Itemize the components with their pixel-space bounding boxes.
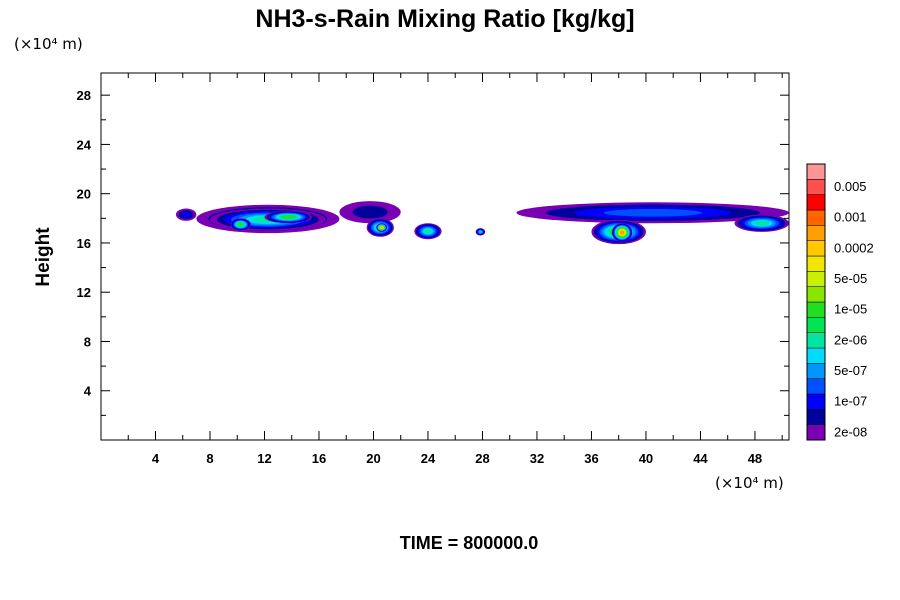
x-tick-label: 28 <box>475 451 489 466</box>
colorbar-swatch <box>806 317 826 333</box>
colorbar-swatch <box>806 240 826 257</box>
colorbar-label: 5e-07 <box>834 363 867 378</box>
colorbar-swatch <box>806 163 826 180</box>
x-axis-ticks: 4 8 12 16 20 24 28 32 36 40 44 48 <box>127 73 783 466</box>
x-unit-label: (×10⁴ m) <box>715 474 784 492</box>
contour-region-8-level-2 <box>181 211 191 218</box>
colorbar: 2e-08 1e-07 5e-07 2e-06 1e-05 5e-05 0.0002 0.00… <box>806 163 874 441</box>
contour-region-4-level-1 <box>352 205 388 219</box>
y-tick-label: 12 <box>77 285 91 300</box>
y-tick-label: 4 <box>84 384 92 399</box>
colorbar-swatch <box>806 409 826 425</box>
x-tick-label: 32 <box>530 451 544 466</box>
y-tick-label: 8 <box>84 334 91 349</box>
colorbar-label: 2e-08 <box>834 424 867 439</box>
colorbar-swatch <box>806 271 826 287</box>
y-unit-label: (×10⁴ m) <box>14 35 83 53</box>
y-tick-label: 24 <box>77 137 92 152</box>
colorbar-swatch <box>806 378 826 395</box>
contour-region-13-level-6 <box>754 220 770 226</box>
colorbar-swatch <box>806 194 826 211</box>
colorbar-label: 1e-07 <box>834 394 867 409</box>
x-tick-label: 12 <box>257 451 271 466</box>
colorbar-swatch <box>806 179 826 195</box>
x-tick-label: 20 <box>366 451 380 466</box>
colorbar-label: 2e-06 <box>834 332 867 347</box>
x-tick-label: 4 <box>152 451 160 466</box>
contour-region-3-level-8 <box>282 215 295 219</box>
contour-region-9-level-5 <box>479 230 482 233</box>
x-tick-label: 44 <box>693 451 708 466</box>
colorbar-swatch <box>806 301 826 318</box>
contour-region-12-level-13 <box>619 230 625 235</box>
colorbar-swatch <box>806 225 826 241</box>
contour-region-7-level-6 <box>424 229 432 234</box>
colorbar-label: 0.0002 <box>834 240 874 255</box>
contour-region-2-level-8 <box>238 222 244 226</box>
x-tick-label: 48 <box>748 451 762 466</box>
colorbar-swatch <box>806 363 826 379</box>
colorbar-frame <box>806 163 826 441</box>
chart-title: NH3-s-Rain Mixing Ratio [kg/kg] <box>255 5 634 33</box>
y-axis-label: Height <box>33 227 54 287</box>
y-tick-label: 28 <box>77 88 91 103</box>
colorbar-label: 1e-05 <box>834 302 867 317</box>
time-label: TIME = 800000.0 <box>400 533 539 553</box>
x-tick-label: 24 <box>421 451 436 466</box>
colorbar-label: 5e-05 <box>834 271 867 286</box>
colorbar-swatch <box>806 424 826 441</box>
x-tick-label: 8 <box>206 451 213 466</box>
x-tick-label: 36 <box>584 451 598 466</box>
contour-region-6-level-13 <box>380 226 383 229</box>
x-tick-label: 16 <box>312 451 326 466</box>
plot-area <box>175 201 790 245</box>
contour-region-10-level-3 <box>603 208 703 217</box>
y-axis-ticks: 4 8 12 16 20 24 28 <box>77 88 789 416</box>
plot-frame <box>100 72 790 441</box>
colorbar-swatch <box>806 209 826 226</box>
colorbar-swatch <box>806 347 826 364</box>
x-tick-label: 40 <box>639 451 653 466</box>
y-tick-label: 16 <box>77 236 91 251</box>
colorbar-label: 0.005 <box>834 179 867 194</box>
colorbar-swatch <box>806 255 826 272</box>
colorbar-swatch <box>806 286 826 303</box>
colorbar-swatch <box>806 332 826 349</box>
y-tick-label: 20 <box>77 187 91 202</box>
colorbar-label: 0.001 <box>834 210 867 225</box>
colorbar-swatch <box>806 393 826 410</box>
